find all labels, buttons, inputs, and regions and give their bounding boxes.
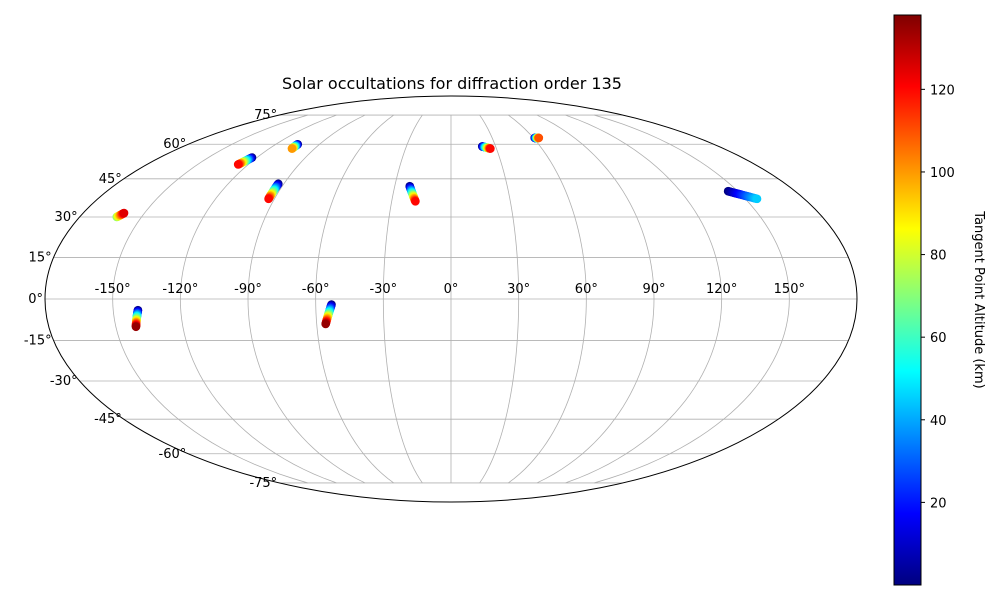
grid-meridian xyxy=(479,114,520,484)
grid-meridian xyxy=(508,114,587,484)
colorbar-tick-label: 80 xyxy=(930,249,947,264)
chart-title: Solar occultations for diffraction order… xyxy=(282,74,622,93)
x-tick-label: 90° xyxy=(642,282,665,297)
x-tick-label: -60° xyxy=(302,282,330,297)
data-point xyxy=(321,319,330,329)
x-tick-label: 0° xyxy=(444,282,459,297)
map-boundary xyxy=(44,95,858,503)
data-point xyxy=(534,133,544,143)
x-tick-label: -120° xyxy=(162,282,198,297)
y-tick-label: -15° xyxy=(24,334,52,349)
y-tick-label: 0° xyxy=(28,292,43,307)
grid-meridian xyxy=(112,114,308,484)
y-tick-label: 60° xyxy=(163,137,186,152)
x-tick-label: -30° xyxy=(369,282,397,297)
x-tick-label: 30° xyxy=(507,282,530,297)
x-tick-label: -150° xyxy=(95,282,131,297)
y-tick-label: 75° xyxy=(254,108,277,123)
x-tick-label: 120° xyxy=(706,282,737,297)
colorbar-tick-label: 60 xyxy=(930,331,947,346)
data-point xyxy=(233,160,243,169)
colorbar-label: Tangent Point Altitude (km) xyxy=(971,210,986,388)
y-tick-label: -75° xyxy=(249,476,277,491)
grid-meridian xyxy=(247,114,366,484)
data-point xyxy=(287,144,297,153)
grid-meridian xyxy=(382,114,423,484)
colorbar-tick-label: 120 xyxy=(930,83,955,98)
grid-meridian xyxy=(594,114,790,484)
grid-meridian xyxy=(536,114,655,484)
y-tick-label: 30° xyxy=(55,210,78,225)
data-point xyxy=(264,194,273,204)
colorbar-ticks: 20 40 60 80 100 120 xyxy=(921,83,955,511)
y-tick-label: -30° xyxy=(50,374,78,389)
data-point xyxy=(119,208,129,218)
data-point xyxy=(131,322,141,332)
grid-meridian xyxy=(179,114,337,484)
tick-labels: -150° -120° -90° -60° -30° 0° 30° 60° 90° 120° 150… xyxy=(24,108,805,491)
colorbar-tick-label: 20 xyxy=(930,496,947,511)
y-tick-label: 15° xyxy=(29,250,52,265)
colorbar-tick-label: 40 xyxy=(930,414,947,429)
colorbar-tick-label: 100 xyxy=(930,166,955,181)
y-tick-label: -60° xyxy=(159,447,187,462)
colorbar xyxy=(893,14,922,586)
x-tick-label: 150° xyxy=(774,282,805,297)
x-tick-label: -90° xyxy=(234,282,262,297)
y-tick-label: -45° xyxy=(94,412,122,427)
data-point xyxy=(411,197,420,206)
data-points xyxy=(112,133,762,332)
y-tick-label: 45° xyxy=(99,172,122,187)
grid xyxy=(45,114,857,484)
data-point xyxy=(486,144,495,153)
x-tick-label: 60° xyxy=(575,282,598,297)
grid-meridian xyxy=(565,114,723,484)
grid-meridian xyxy=(315,114,394,484)
data-point xyxy=(752,194,762,204)
